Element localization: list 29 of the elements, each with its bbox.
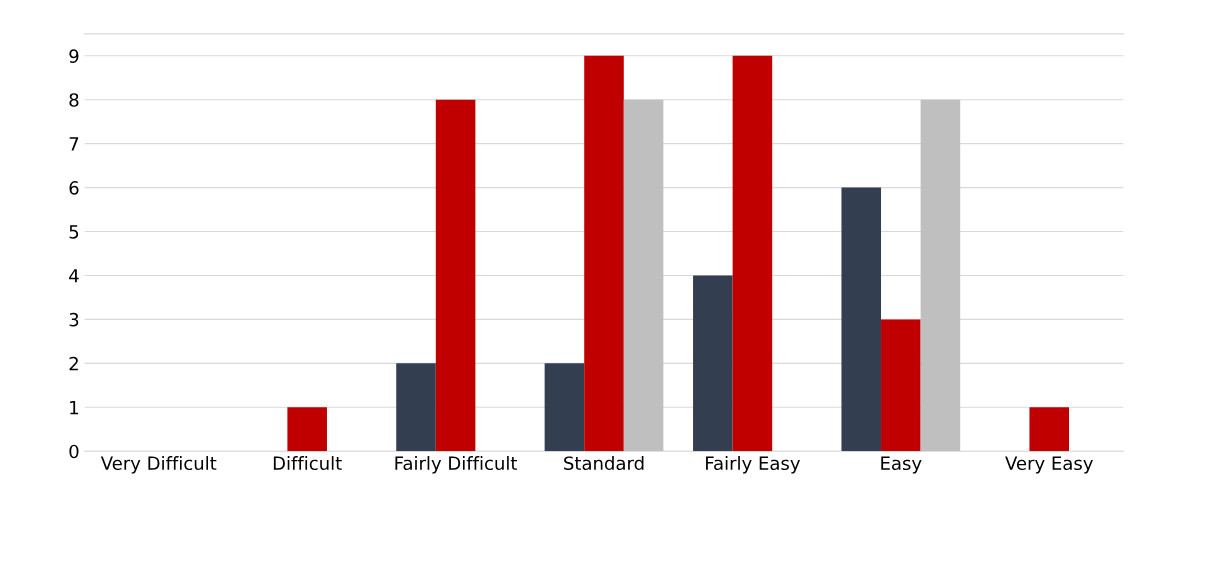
bar — [435, 99, 476, 452]
x-tick-label: Very Easy — [1005, 456, 1093, 474]
y-tick-label: 1 — [70, 400, 79, 415]
x-tick-label: Easy — [881, 456, 922, 474]
bar — [396, 363, 436, 452]
y-tick-label: 8 — [69, 93, 79, 107]
x-tick-label: Standard — [564, 456, 644, 471]
y-tick-label: 2 — [69, 356, 78, 371]
x-tick-label: Very Difficult — [100, 456, 217, 474]
bar — [544, 363, 585, 452]
x-tick-label: Fairly Difficult — [395, 456, 518, 474]
y-tick-label: 6 — [69, 181, 79, 195]
bar — [584, 55, 624, 452]
bar — [732, 55, 773, 452]
y-tick-label: 5 — [69, 225, 79, 239]
y-tick-label: 3 — [69, 312, 79, 327]
bar — [693, 275, 733, 452]
y-tick-label: 0 — [69, 444, 79, 459]
bar — [287, 407, 327, 452]
y-tick-label: 7 — [69, 137, 79, 151]
y-tick-label: 9 — [69, 49, 79, 63]
x-tick-label: Fairly Easy — [706, 456, 800, 474]
bar — [623, 99, 664, 452]
bar — [881, 319, 921, 452]
bar — [841, 187, 882, 452]
x-tick-label: Difficult — [273, 456, 342, 471]
bar — [1029, 407, 1070, 452]
y-tick-label: 4 — [69, 269, 79, 283]
bar — [920, 99, 961, 452]
